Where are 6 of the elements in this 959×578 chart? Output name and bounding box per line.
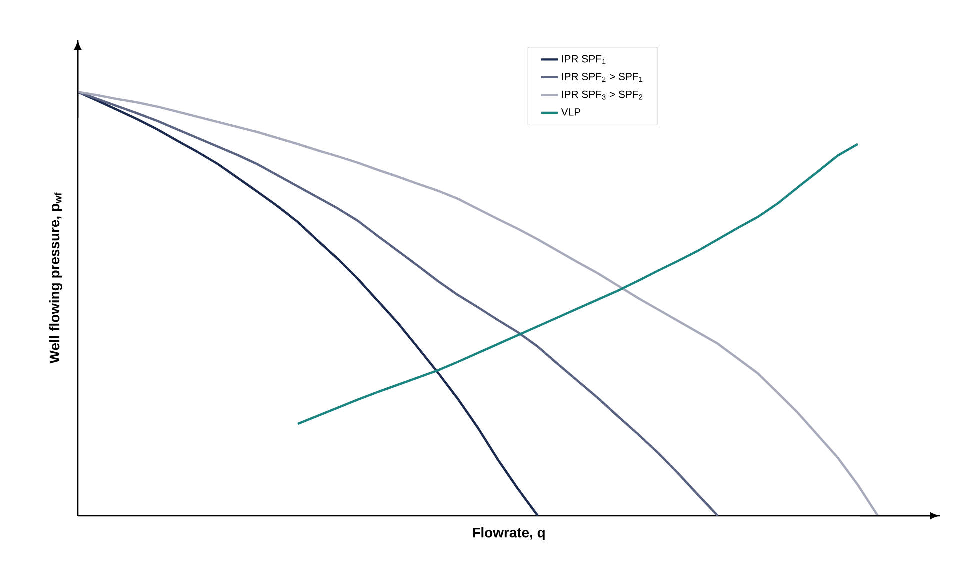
legend-label: IPR SPF$_{1}$ bbox=[562, 55, 606, 64]
legend-label: IPR SPF$_{3}$ > SPF$_{2}$ bbox=[562, 90, 643, 100]
legend-label: IPR SPF$_{2}$ > SPF$_{1}$ bbox=[562, 73, 643, 82]
x-axis-title: Flowrate, q bbox=[473, 528, 545, 540]
y-axis-title: Well flowing pressure, p$_{wf}$ bbox=[49, 192, 62, 364]
legend-label: VLP bbox=[561, 108, 581, 116]
